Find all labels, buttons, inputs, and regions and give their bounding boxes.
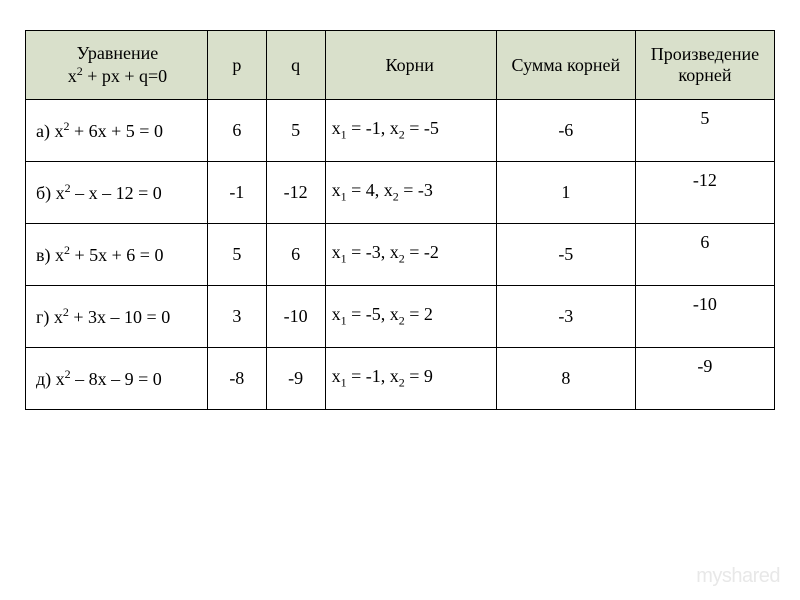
cell-q: -9 xyxy=(266,348,325,410)
header-roots: Корни xyxy=(325,31,496,100)
cell-product: 5 xyxy=(635,100,774,162)
cell-roots: х1 = -3, х2 = -2 xyxy=(325,224,496,286)
watermark: myshared xyxy=(696,565,780,588)
header-eq-line1: Уравнение xyxy=(77,43,159,63)
cell-sum: -5 xyxy=(496,224,635,286)
cell-equation: д) х2 – 8х – 9 = 0 xyxy=(26,348,208,410)
cell-sum: -6 xyxy=(496,100,635,162)
table-row: г) х2 + 3х – 10 = 0 3 -10 х1 = -5, х2 = … xyxy=(26,286,775,348)
cell-sum: 1 xyxy=(496,162,635,224)
table-row: а) х2 + 6х + 5 = 0 6 5 х1 = -1, х2 = -5 … xyxy=(26,100,775,162)
header-q: q xyxy=(266,31,325,100)
header-sum: Сумма корней xyxy=(496,31,635,100)
cell-p: -1 xyxy=(207,162,266,224)
header-equation: Уравнение х2 + рх + q=0 xyxy=(26,31,208,100)
cell-sum: -3 xyxy=(496,286,635,348)
cell-q: -10 xyxy=(266,286,325,348)
cell-product: 6 xyxy=(635,224,774,286)
cell-roots: х1 = -5, х2 = 2 xyxy=(325,286,496,348)
cell-equation: б) х2 – х – 12 = 0 xyxy=(26,162,208,224)
table-row: д) х2 – 8х – 9 = 0 -8 -9 х1 = -1, х2 = 9… xyxy=(26,348,775,410)
cell-equation: в) х2 + 5х + 6 = 0 xyxy=(26,224,208,286)
cell-p: 3 xyxy=(207,286,266,348)
cell-roots: х1 = -1, х2 = -5 xyxy=(325,100,496,162)
cell-roots: х1 = -1, х2 = 9 xyxy=(325,348,496,410)
header-product: Произведение корней xyxy=(635,31,774,100)
header-row: Уравнение х2 + рх + q=0 р q Корни Сумма … xyxy=(26,31,775,100)
cell-p: -8 xyxy=(207,348,266,410)
table-row: б) х2 – х – 12 = 0 -1 -12 х1 = 4, х2 = -… xyxy=(26,162,775,224)
cell-product: -10 xyxy=(635,286,774,348)
cell-roots: х1 = 4, х2 = -3 xyxy=(325,162,496,224)
cell-sum: 8 xyxy=(496,348,635,410)
cell-product: -12 xyxy=(635,162,774,224)
cell-equation: а) х2 + 6х + 5 = 0 xyxy=(26,100,208,162)
cell-q: -12 xyxy=(266,162,325,224)
cell-q: 6 xyxy=(266,224,325,286)
cell-equation: г) х2 + 3х – 10 = 0 xyxy=(26,286,208,348)
cell-p: 6 xyxy=(207,100,266,162)
quadratic-table: Уравнение х2 + рх + q=0 р q Корни Сумма … xyxy=(25,30,775,410)
table-row: в) х2 + 5х + 6 = 0 5 6 х1 = -3, х2 = -2 … xyxy=(26,224,775,286)
header-p: р xyxy=(207,31,266,100)
cell-product: -9 xyxy=(635,348,774,410)
cell-p: 5 xyxy=(207,224,266,286)
cell-q: 5 xyxy=(266,100,325,162)
header-eq-line2: х2 + рх + q=0 xyxy=(68,66,167,86)
